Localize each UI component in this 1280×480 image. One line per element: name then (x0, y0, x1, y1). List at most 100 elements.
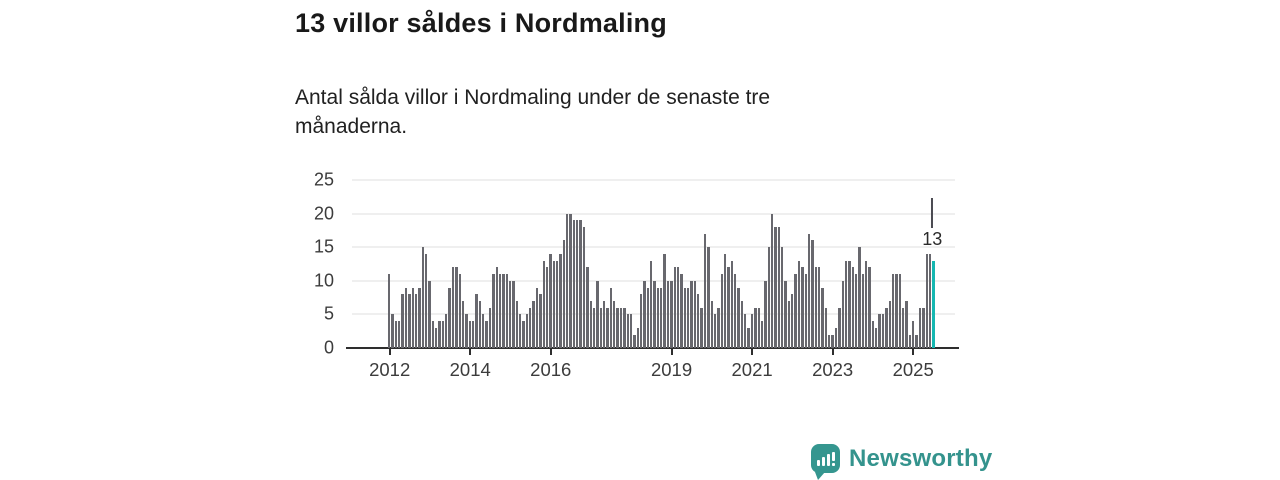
bar (881, 314, 885, 348)
bar (656, 287, 660, 348)
bar (734, 274, 737, 348)
bar (908, 334, 912, 348)
bar (707, 247, 710, 348)
bar (821, 287, 824, 348)
bar (404, 287, 408, 348)
bar (764, 280, 767, 348)
bar (713, 314, 717, 348)
bar (811, 240, 814, 348)
y-tick-label: 15 (313, 236, 334, 257)
bar (928, 253, 932, 348)
bar (804, 274, 807, 348)
bar (834, 327, 838, 348)
bar (854, 274, 858, 348)
bar (723, 253, 727, 348)
y-tick-label: 10 (313, 270, 334, 291)
bar (740, 300, 744, 348)
newsworthy-logo: Newsworthy (811, 444, 993, 480)
bar (861, 274, 865, 348)
bar (915, 334, 918, 348)
bar (428, 280, 431, 348)
bar (435, 327, 438, 348)
gridline (352, 179, 955, 181)
bar (818, 267, 821, 348)
bar (576, 220, 579, 348)
bar (545, 267, 549, 348)
bar (794, 274, 797, 348)
bar (579, 220, 582, 348)
x-tick-label: 2019 (650, 359, 693, 380)
bar (515, 300, 519, 348)
bar (535, 287, 539, 348)
bar (482, 314, 485, 348)
bar (572, 220, 576, 348)
bar (569, 213, 572, 348)
x-tick-label: 2012 (369, 359, 411, 380)
bar (720, 274, 723, 348)
bar (448, 287, 451, 348)
bar (744, 314, 747, 348)
bar (777, 227, 781, 348)
bar (582, 227, 586, 348)
bar (784, 280, 787, 348)
bar (901, 307, 905, 348)
x-tick (469, 349, 472, 355)
annotation-label: 13 (922, 229, 943, 249)
bar (596, 280, 599, 348)
bar (791, 294, 794, 348)
bar (498, 274, 502, 348)
bar (750, 314, 754, 348)
bar (774, 227, 777, 348)
bar (438, 321, 441, 348)
bar (391, 314, 394, 348)
bar (502, 274, 505, 348)
chart-subtitle: Antal sålda villor i Nordmaling under de… (295, 86, 771, 138)
y-tick-label: 20 (313, 203, 334, 224)
x-axis-line (346, 347, 959, 349)
bar (431, 321, 435, 348)
y-tick-label: 0 (323, 337, 334, 358)
bar (468, 321, 471, 348)
bar (465, 314, 468, 348)
bar (633, 334, 636, 348)
y-tick-label: 25 (313, 169, 334, 190)
bar (458, 274, 461, 348)
bar (673, 267, 676, 348)
bar (398, 321, 401, 348)
brand-name: Newsworthy (849, 444, 993, 472)
bar (844, 260, 848, 348)
bar (421, 247, 424, 348)
bar (475, 294, 478, 348)
bar (848, 260, 851, 348)
bar (841, 280, 844, 348)
bar (770, 213, 774, 348)
bar (797, 260, 801, 348)
bar (730, 260, 734, 348)
x-tick-label: 2016 (530, 359, 572, 380)
bar (424, 253, 428, 348)
bar (838, 307, 841, 348)
x-tick-label: 2023 (812, 359, 854, 380)
bar (754, 307, 757, 348)
bar (562, 240, 566, 348)
bar (912, 321, 915, 348)
bar (697, 294, 700, 348)
bar (461, 300, 465, 348)
bar (455, 267, 458, 348)
bar (670, 280, 673, 348)
bar (488, 307, 492, 348)
bar (828, 334, 831, 348)
x-tick (670, 349, 673, 355)
bar (411, 287, 414, 348)
bar (875, 327, 878, 348)
bar (814, 267, 817, 348)
page-title: 13 villor såldes i Nordmaling (295, 8, 667, 38)
bar (519, 314, 522, 348)
bar (690, 280, 693, 348)
bar (787, 300, 791, 348)
bar (542, 260, 545, 348)
x-axis: 2012 2014 2016 2019 2021 2023 2025 (369, 348, 935, 388)
x-tick (388, 349, 391, 355)
y-tick-label: 5 (323, 303, 334, 324)
bar (918, 307, 922, 348)
